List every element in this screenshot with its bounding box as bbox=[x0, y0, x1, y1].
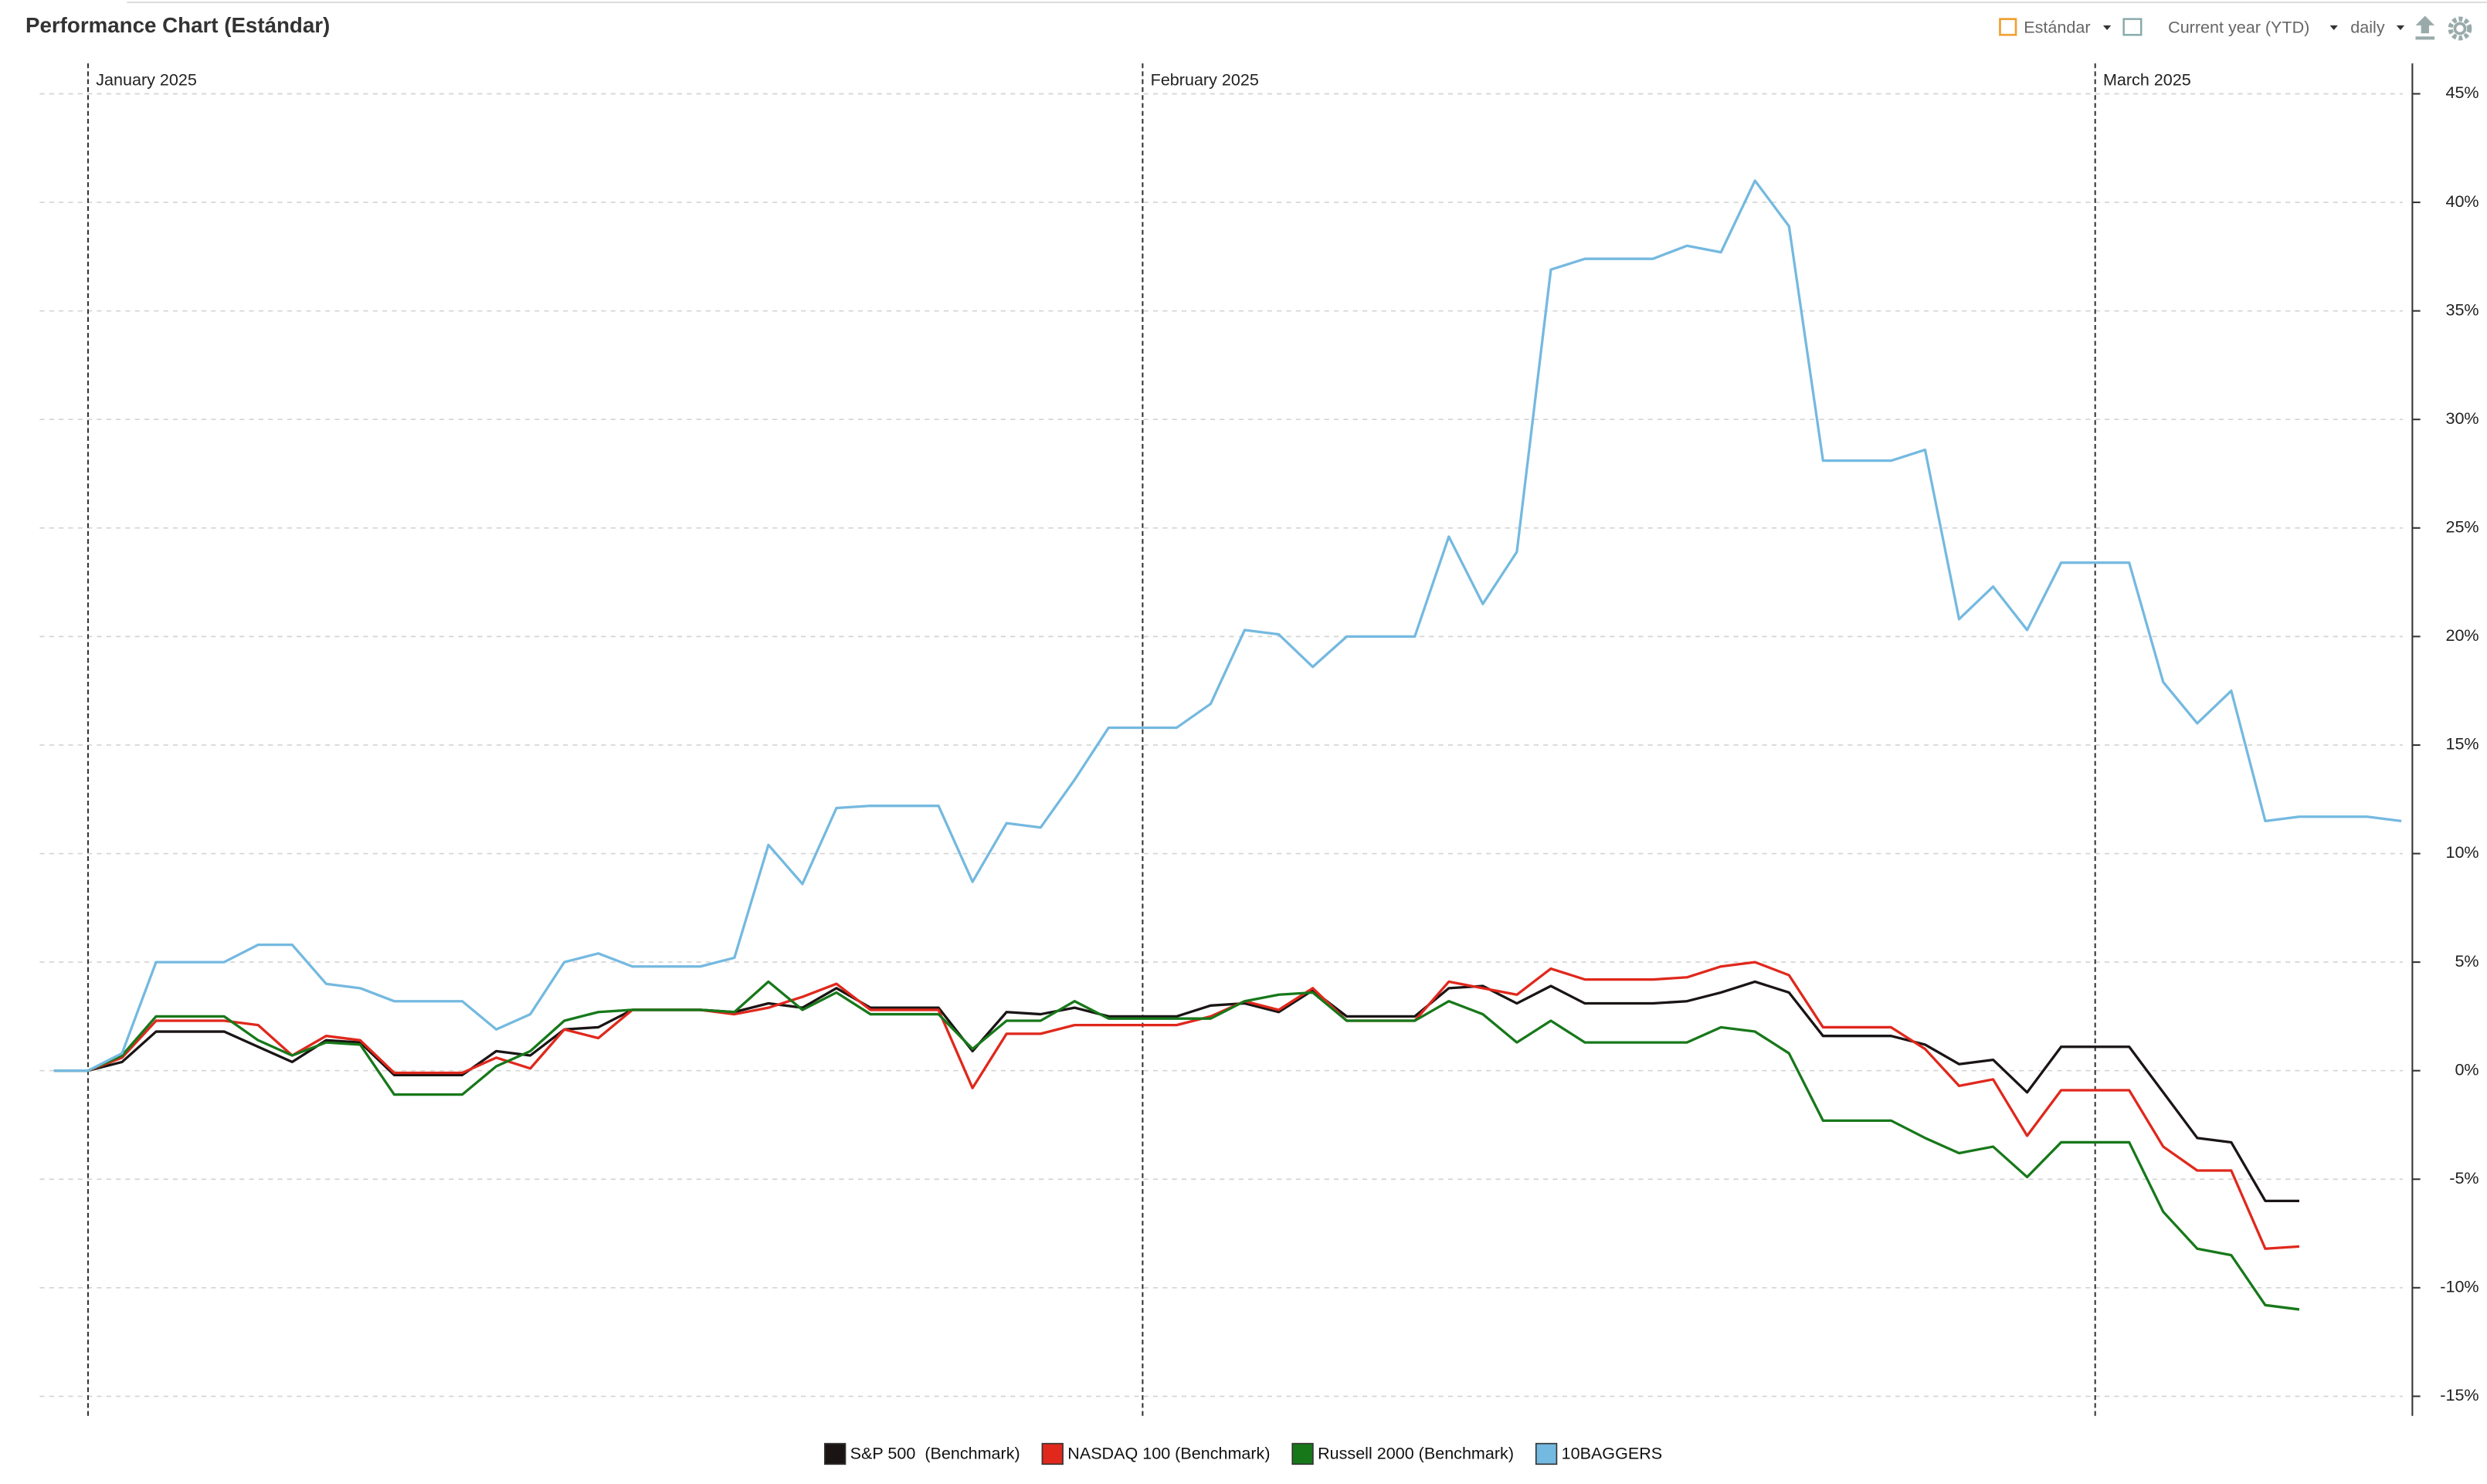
caret bbox=[2396, 25, 2405, 31]
y-tick-label: 0% bbox=[2455, 1059, 2479, 1079]
y-tick-label: 10% bbox=[2445, 842, 2479, 862]
x-tick-label: March 2025 bbox=[2103, 69, 2191, 89]
y-tick-label: 25% bbox=[2445, 517, 2479, 536]
chart-title: Performance Chart (Estándar) bbox=[25, 13, 330, 37]
legend-item: NASDAQ 100 (Benchmark) bbox=[1041, 1442, 1271, 1465]
window-icon bbox=[2122, 18, 2143, 36]
toolbar: Estándar Current year (YTD) daily bbox=[1999, 15, 2472, 41]
period-label: Current year (YTD) bbox=[2168, 18, 2309, 37]
y-tick-label: 45% bbox=[2445, 83, 2479, 102]
y-tick-label: 40% bbox=[2445, 191, 2479, 211]
legend-label: NASDAQ 100 (Benchmark) bbox=[1067, 1444, 1270, 1463]
legend-item: Russell 2000 (Benchmark) bbox=[1291, 1442, 1514, 1465]
series-line bbox=[53, 961, 2300, 1250]
legend-label: 10BAGGERS bbox=[1562, 1444, 1663, 1463]
legend-swatch bbox=[1535, 1442, 1558, 1465]
y-tick-label: -10% bbox=[2440, 1277, 2479, 1296]
y-tick-label: 30% bbox=[2445, 408, 2479, 428]
view-icon bbox=[1999, 18, 2017, 36]
legend-item: 10BAGGERS bbox=[1535, 1442, 1663, 1465]
series-line bbox=[53, 980, 2300, 1311]
legend: S&P 500 (Benchmark) NASDAQ 100 (Benchmark… bbox=[824, 1442, 1663, 1465]
window-button[interactable] bbox=[2122, 18, 2143, 36]
settings-icon bbox=[2448, 16, 2472, 41]
export-icon bbox=[2415, 15, 2435, 40]
y-tick-label: 5% bbox=[2455, 951, 2479, 971]
view-selector[interactable]: Estándar bbox=[1999, 18, 2112, 37]
legend-item: S&P 500 (Benchmark) bbox=[824, 1442, 1020, 1465]
legend-swatch bbox=[824, 1442, 847, 1465]
interval-selector[interactable]: daily bbox=[2350, 18, 2405, 37]
period-selector[interactable]: Current year (YTD) bbox=[2168, 18, 2338, 37]
legend-label: S&P 500 (Benchmark) bbox=[850, 1444, 1020, 1463]
legend-swatch bbox=[1041, 1442, 1064, 1465]
view-label: Estándar bbox=[2024, 18, 2090, 37]
grid: 45% 40% 35% 30% 25% 20% 15% 10% 5% 0% -5% -10% -15% bbox=[39, 83, 2479, 1404]
caret bbox=[2102, 25, 2112, 31]
settings-button[interactable] bbox=[2448, 16, 2472, 41]
x-tick-label: January 2025 bbox=[96, 69, 197, 89]
series-line bbox=[53, 980, 2299, 1203]
legend-label: Russell 2000 (Benchmark) bbox=[1318, 1444, 1514, 1463]
caret bbox=[2329, 25, 2338, 31]
y-tick-label: 15% bbox=[2445, 734, 2479, 754]
legend-swatch bbox=[1291, 1442, 1314, 1465]
y-tick-label: -5% bbox=[2449, 1168, 2479, 1188]
x-tick-label: February 2025 bbox=[1151, 69, 1259, 89]
export-button[interactable] bbox=[2415, 15, 2435, 40]
settings-icon-core bbox=[2453, 22, 2467, 36]
y-tick-label: 35% bbox=[2445, 300, 2479, 319]
y-tick-label: 20% bbox=[2445, 625, 2479, 645]
y-tick-label: -15% bbox=[2440, 1385, 2479, 1404]
interval-label: daily bbox=[2350, 18, 2385, 37]
series-line bbox=[53, 179, 2402, 1072]
